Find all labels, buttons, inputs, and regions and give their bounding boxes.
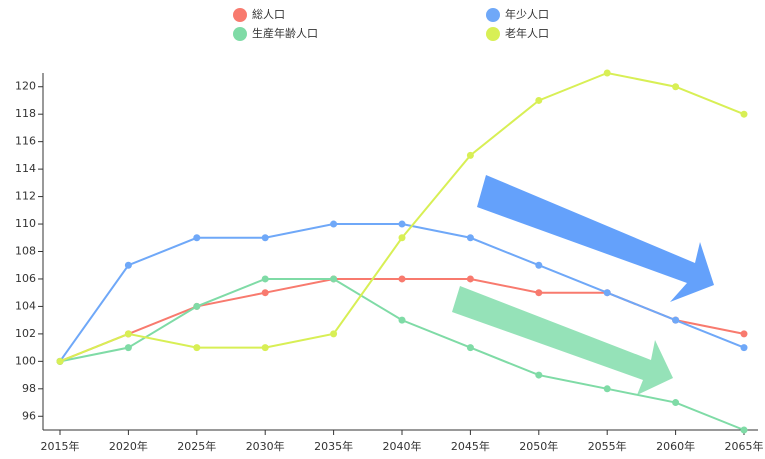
y-tick-label: 100: [15, 354, 36, 367]
x-tick-label: 2060年: [656, 439, 695, 453]
y-tick-label: 112: [15, 190, 36, 203]
y-tick-label: 98: [22, 382, 36, 395]
data-point: [740, 426, 748, 434]
data-point: [603, 289, 611, 297]
y-tick-label: 104: [15, 299, 36, 312]
data-point: [398, 234, 406, 242]
data-point: [535, 289, 543, 297]
legend-swatch: [233, 27, 247, 41]
legend-label: 生産年齢人口: [252, 26, 318, 40]
data-point: [330, 220, 338, 228]
data-point: [398, 316, 406, 324]
data-point: [740, 110, 748, 118]
legend-swatch: [233, 8, 247, 22]
y-tick-label: 108: [15, 245, 36, 258]
data-point: [261, 289, 269, 297]
data-point: [124, 261, 132, 269]
y-tick-label: 114: [15, 162, 36, 175]
x-tick-label: 2020年: [109, 439, 148, 453]
legend-swatch: [486, 8, 500, 22]
data-point: [535, 261, 543, 269]
data-point: [330, 330, 338, 338]
data-point: [193, 302, 201, 310]
y-tick-label: 116: [15, 135, 36, 148]
data-point: [193, 234, 201, 242]
data-point: [672, 83, 680, 91]
data-point: [124, 344, 132, 352]
data-point: [535, 96, 543, 104]
data-point: [124, 330, 132, 338]
data-point: [466, 234, 474, 242]
x-tick-label: 2035年: [314, 439, 353, 453]
y-tick-label: 118: [15, 107, 36, 120]
x-tick-label: 2065年: [725, 439, 764, 453]
data-point: [466, 151, 474, 159]
data-point: [261, 275, 269, 283]
data-point: [56, 357, 64, 365]
series-line: [59, 277, 745, 431]
data-point: [466, 344, 474, 352]
x-tick-label: 2015年: [41, 439, 80, 453]
data-point: [330, 275, 338, 283]
x-tick-label: 2025年: [177, 439, 216, 453]
data-point: [603, 69, 611, 77]
data-point: [261, 234, 269, 242]
legend-label: 総人口: [252, 7, 285, 21]
data-point: [193, 344, 201, 352]
data-point: [398, 220, 406, 228]
data-point: [740, 344, 748, 352]
data-point: [740, 330, 748, 338]
x-tick-label: 2040年: [383, 439, 422, 453]
x-tick-label: 2050年: [519, 439, 558, 453]
y-tick-label: 110: [15, 217, 36, 230]
data-point: [398, 275, 406, 283]
data-point: [603, 385, 611, 393]
x-tick-label: 2030年: [246, 439, 285, 453]
decor-arrow-blue: [477, 175, 714, 302]
legend-label: 老年人口: [505, 26, 549, 40]
data-point: [672, 399, 680, 407]
data-point: [466, 275, 474, 283]
x-tick-label: 2045年: [451, 439, 490, 453]
y-tick-label: 106: [15, 272, 36, 285]
legend-label: 年少人口: [505, 7, 549, 21]
data-point: [672, 316, 680, 324]
y-tick-label: 120: [15, 80, 36, 93]
data-point: [261, 344, 269, 352]
legend-swatch: [486, 27, 500, 41]
data-point: [535, 371, 543, 379]
x-tick-label: 2055年: [588, 439, 627, 453]
y-tick-label: 102: [15, 327, 36, 340]
y-tick-label: 96: [22, 409, 36, 422]
decor-arrow-green: [452, 286, 673, 395]
